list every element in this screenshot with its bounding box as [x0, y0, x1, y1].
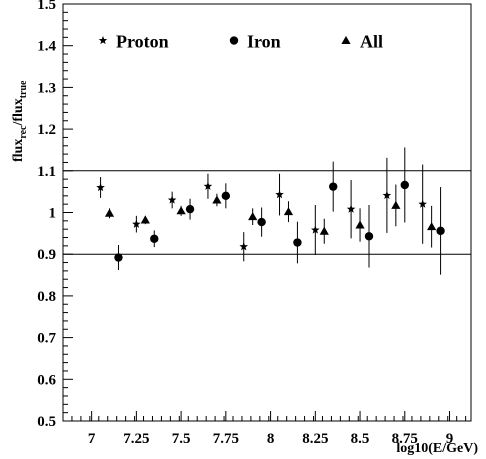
iron-point [221, 191, 231, 201]
x-tick-label: 8 [267, 431, 275, 447]
reference-lines [63, 170, 471, 255]
legend-label-iron: Iron [247, 32, 281, 52]
all-point [140, 215, 150, 224]
x-tick-label: 8.25 [302, 431, 328, 447]
x-tick-label: 7.75 [213, 431, 239, 447]
y-tick-label: 0.7 [37, 331, 56, 347]
proton-point [275, 190, 284, 199]
y-axis: 0.5 0.6 0.7 0.8 0.9 1 1.1 1.2 1.3 1.4 1.5 [37, 0, 73, 430]
proton-point [132, 219, 141, 228]
plot-frame [62, 3, 472, 422]
iron-point [185, 204, 195, 214]
legend-marker-all [341, 35, 351, 44]
iron-point [114, 253, 123, 262]
x-tick-label: 8.5 [351, 431, 370, 447]
all-point [427, 222, 437, 231]
y-axis-label: fluxrec/fluxtrue [11, 80, 29, 162]
y-tick-label: 1.3 [37, 80, 56, 96]
all-point [176, 206, 186, 215]
legend-marker-iron [229, 36, 239, 45]
x-axis-label: log10(E/GeV) [396, 441, 478, 456]
iron-point [329, 182, 338, 191]
all-point [355, 220, 365, 229]
x-axis: 7 7.25 7.5 7.75 8 8.25 8.5 8.75 9 [62, 411, 467, 447]
data-points [96, 147, 445, 275]
iron-point [293, 238, 302, 247]
iron-point [364, 232, 374, 241]
y-tick-label: 1.5 [37, 0, 56, 13]
legend-marker-proton [98, 36, 108, 45]
y-tick-label: 1.1 [37, 164, 56, 180]
legend-label-all: All [360, 32, 383, 52]
y-tick-label: 0.9 [37, 247, 56, 263]
iron-point [150, 234, 159, 243]
all-point [319, 226, 329, 235]
y-tick-label: 0.8 [37, 289, 56, 305]
proton-point [418, 199, 427, 208]
all-point [212, 195, 222, 204]
iron-point [436, 226, 445, 236]
y-tick-label: 1 [49, 206, 57, 222]
x-tick-label: 7.5 [172, 431, 191, 447]
all-point [283, 207, 294, 216]
x-tick-label: 9 [446, 431, 454, 447]
y-tick-label: 0.6 [37, 372, 56, 388]
iron-point [400, 180, 409, 190]
x-tick-label: 7 [88, 431, 96, 447]
legend: Proton Iron All [98, 32, 383, 52]
all-point [391, 200, 401, 209]
y-tick-label: 0.5 [37, 414, 56, 430]
all-point [248, 212, 258, 221]
proton-point [239, 242, 249, 251]
all-point [104, 208, 115, 217]
proton-point [167, 195, 177, 204]
iron-point [257, 217, 266, 227]
proton-point [311, 225, 320, 234]
proton-point [346, 204, 356, 213]
y-tick-label: 1.4 [37, 39, 56, 55]
y-tick-label: 1.2 [37, 122, 56, 138]
legend-label-proton: Proton [116, 32, 169, 52]
proton-point [203, 181, 213, 190]
proton-point [382, 190, 392, 200]
x-tick-label: 7.25 [123, 431, 149, 447]
x-tick-label: 8.75 [392, 431, 418, 447]
proton-point [96, 182, 105, 192]
